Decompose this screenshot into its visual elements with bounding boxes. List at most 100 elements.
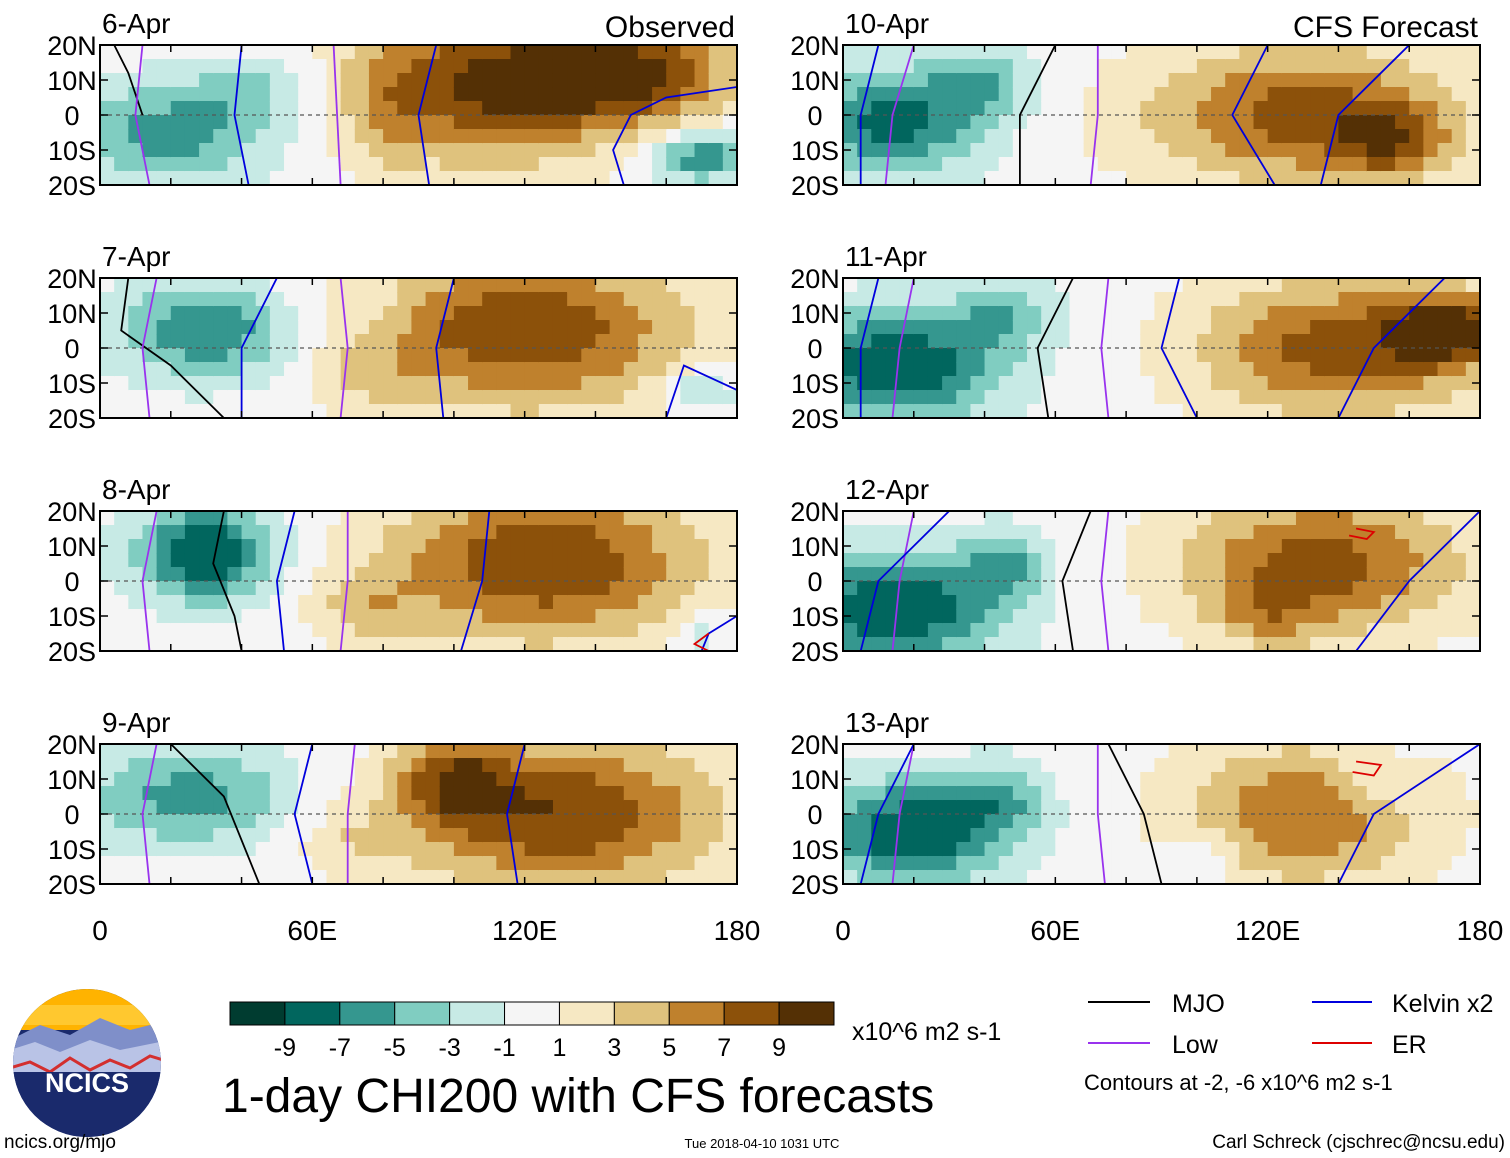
field-cell — [482, 786, 497, 801]
field-cell — [298, 157, 313, 172]
field-cell — [652, 306, 667, 321]
field-cell — [298, 87, 313, 102]
field-cell — [1140, 404, 1156, 418]
field-cell — [1111, 772, 1127, 787]
field-cell — [326, 292, 342, 307]
panel-date: 13-Apr — [845, 707, 929, 738]
panel-field — [100, 278, 737, 418]
field-cell — [857, 772, 872, 787]
field-cell — [1310, 595, 1325, 610]
field-cell — [1423, 115, 1439, 130]
field-cell — [227, 73, 243, 88]
field-cell — [1409, 637, 1424, 651]
field-cell — [956, 73, 971, 88]
field-cell — [1126, 814, 1141, 829]
field-cell — [170, 828, 186, 843]
field-cell — [567, 623, 582, 638]
field-cell — [383, 595, 398, 610]
footer-site[interactable]: ncics.org/mjo — [4, 1132, 116, 1153]
field-cell — [581, 828, 597, 843]
panel-date: 7-Apr — [102, 241, 170, 272]
field-cell — [298, 623, 313, 638]
field-cell — [255, 73, 271, 88]
field-cell — [1239, 334, 1255, 349]
field-cell — [1295, 376, 1311, 391]
field-cell — [425, 609, 441, 624]
field-cell — [1097, 637, 1113, 651]
field-cell — [885, 157, 901, 172]
field-cell — [708, 45, 724, 60]
field-cell — [970, 306, 986, 321]
field-cell — [652, 609, 667, 624]
field-cell — [843, 525, 858, 540]
field-cell — [1451, 376, 1467, 391]
field-cell — [857, 595, 872, 610]
field-cell — [1168, 814, 1184, 829]
field-cell — [326, 115, 342, 130]
field-cell — [255, 87, 271, 102]
field-cell — [927, 842, 943, 857]
field-cell — [1211, 404, 1226, 418]
field-cell — [1012, 45, 1028, 60]
field-cell — [998, 73, 1014, 88]
field-cell — [1069, 362, 1085, 377]
field-cell — [1338, 278, 1354, 293]
field-cell — [1239, 143, 1255, 158]
field-cell — [609, 581, 625, 596]
field-cell — [298, 539, 313, 554]
field-cell — [298, 306, 313, 321]
field-cell — [156, 567, 172, 582]
field-cell — [227, 758, 243, 773]
y-tick-label: 10S — [791, 136, 839, 166]
y-tick-label: 0 — [64, 334, 79, 364]
field-cell — [1111, 539, 1127, 554]
field-cell — [1380, 362, 1396, 377]
field-cell — [1182, 404, 1198, 418]
field-cell — [284, 143, 299, 158]
field-cell — [680, 772, 696, 787]
field-cell — [970, 800, 986, 815]
field-cell — [1366, 786, 1382, 801]
field-cell — [524, 842, 540, 857]
field-cell — [1395, 800, 1410, 815]
field-cell — [567, 171, 582, 185]
field-cell — [1041, 292, 1056, 307]
field-cell — [1239, 758, 1255, 773]
field-cell — [1437, 73, 1453, 88]
field-cell — [1409, 511, 1424, 526]
field-cell — [1182, 609, 1198, 624]
field-cell — [1423, 623, 1439, 638]
field-cell — [552, 59, 568, 74]
field-cell — [1097, 115, 1113, 130]
field-cell — [496, 157, 512, 172]
field-cell — [623, 59, 639, 74]
field-cell — [1168, 828, 1184, 843]
field-cell — [1041, 539, 1056, 554]
field-cell — [312, 171, 328, 185]
field-cell — [1295, 115, 1311, 130]
field-cell — [227, 376, 243, 391]
field-cell — [637, 390, 653, 405]
field-cell — [652, 567, 667, 582]
field-cell — [1395, 129, 1410, 144]
field-cell — [998, 800, 1014, 815]
field-cell — [114, 800, 129, 815]
field-cell — [609, 814, 625, 829]
field-cell — [199, 143, 214, 158]
field-cell — [354, 362, 370, 377]
field-cell — [942, 800, 957, 815]
field-cell — [524, 334, 540, 349]
field-cell — [1069, 320, 1085, 335]
field-cell — [1027, 73, 1042, 88]
field-cell — [1069, 157, 1085, 172]
field-cell — [1423, 800, 1439, 815]
field-cell — [538, 623, 554, 638]
field-cell — [496, 376, 512, 391]
field-cell — [439, 376, 455, 391]
field-cell — [383, 828, 398, 843]
field-cell — [595, 362, 611, 377]
field-cell — [871, 59, 887, 74]
field-cell — [227, 143, 243, 158]
field-cell — [496, 609, 512, 624]
y-tick-label: 20S — [791, 171, 839, 201]
